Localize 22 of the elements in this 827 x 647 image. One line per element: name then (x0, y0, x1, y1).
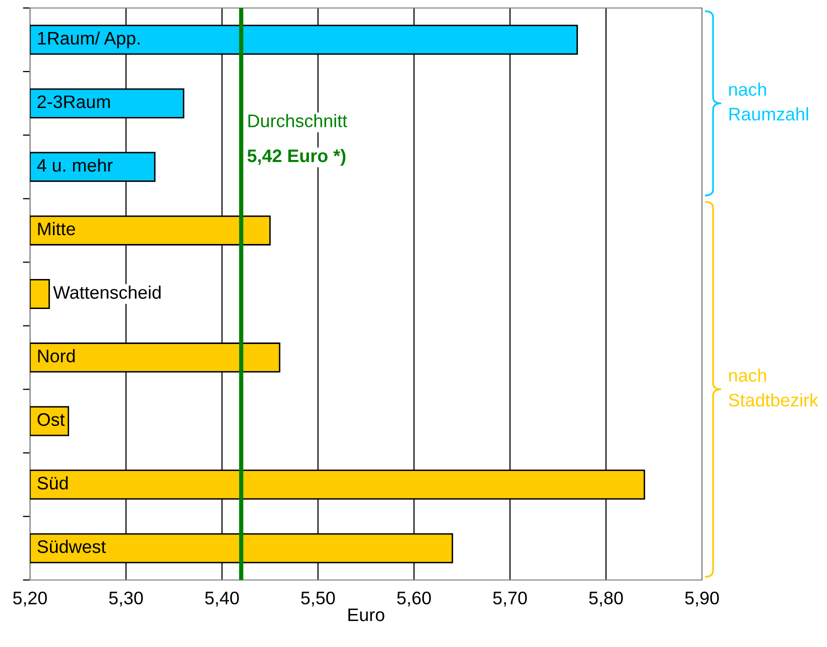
y-tick-label: Ost (38, 413, 65, 426)
annotation: 5,42 Euro *) (248, 148, 346, 166)
x-tick-label: 5,90 (685, 592, 719, 607)
y-tick-label: Südwest (38, 540, 106, 554)
y-tick-label: Mitte (38, 222, 76, 236)
x-tick-label: 5,20 (13, 592, 47, 607)
x-tick-label: 5,80 (589, 592, 623, 607)
y-tick-label: Süd (38, 476, 68, 490)
x-tick-label: 5,60 (397, 592, 431, 607)
y-tick-label: 4 u. mehr (37, 158, 113, 172)
y-tick-label: Nord (38, 349, 75, 362)
x-tick-label: 5,50 (301, 592, 335, 607)
ref-line-label: Durchschnitt (248, 114, 348, 128)
x-tick-label: 5,40 (205, 592, 239, 607)
text: nach Raumzahl (729, 82, 808, 121)
y-tick-label: Wattenscheid (53, 286, 161, 299)
text: nach Stadtbezirk (728, 368, 818, 407)
x-tick-label: 5,30 (109, 592, 143, 607)
y-tick-label: 1Raum/ App. (38, 31, 140, 48)
y-tick-label: 2-3Raum (38, 95, 110, 108)
x-axis-title: Euro (348, 608, 384, 622)
x-tick-label: 5,70 (493, 592, 527, 607)
